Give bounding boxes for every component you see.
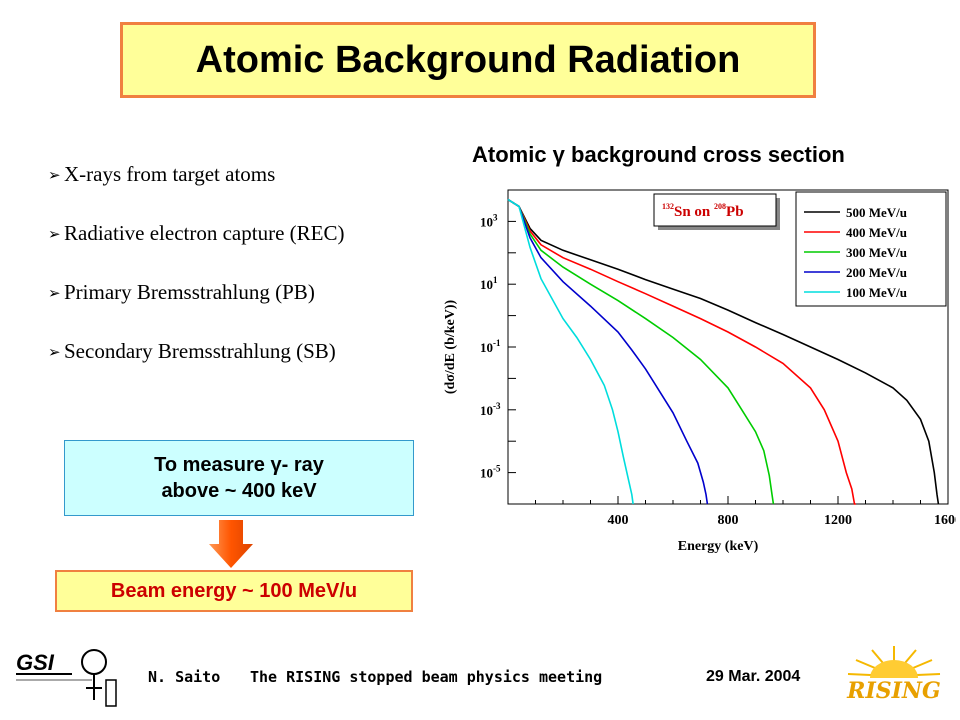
cross-section-chart: 132Sn on 208Pb 500 MeV/u 400 MeV/u 300 MeV… <box>443 189 956 554</box>
annotation-text: 132Sn on 208Pb <box>662 202 744 220</box>
bullet-item: ➢ Secondary Bremsstrahlung (SB) <box>48 335 438 368</box>
series-line-100 <box>507 198 634 505</box>
y-tick-label: 10-5 <box>480 464 501 481</box>
rising-logo: RISING <box>846 646 941 704</box>
legend-label: 100 MeV/u <box>846 285 907 300</box>
bullet-item: ➢ X-rays from target atoms <box>48 158 438 191</box>
x-tick-label: 400 <box>608 513 629 528</box>
measure-box: To measure γ- ray above ~ 400 keV <box>64 440 414 516</box>
x-axis-label: Energy (keV) <box>678 539 759 554</box>
bullet-item: ➢ Radiative electron capture (REC) <box>48 217 438 250</box>
annotation-box: 132Sn on 208Pb <box>653 193 780 230</box>
series-line-300 <box>507 198 775 505</box>
beam-energy-box: Beam energy ~ 100 MeV/u <box>55 570 413 612</box>
legend-frame <box>795 191 947 307</box>
beam-energy-text: Beam energy ~ 100 MeV/u <box>110 579 358 602</box>
y-tick-label: 10-3 <box>480 401 501 418</box>
title-box: Atomic Background Radiation <box>120 22 816 98</box>
bullet-text: Secondary Bremsstrahlung (SB) <box>64 339 336 363</box>
y-axis-label: (dσ/dE (b/keV)) <box>443 299 458 394</box>
bullet-item: ➢ Primary Bremsstrahlung (PB) <box>48 276 438 309</box>
series-line-200 <box>507 198 709 505</box>
measure-line-1: To measure γ- ray <box>154 454 324 476</box>
legend-label: 200 MeV/u <box>846 265 907 280</box>
down-arrow-icon <box>209 520 253 568</box>
bullet-list: ➢ X-rays from target atoms ➢ Radiative ele… <box>48 158 438 394</box>
arrow-bullet-icon: ➢ <box>48 167 61 184</box>
bullet-text: Primary Bremsstrahlung (PB) <box>64 280 315 304</box>
x-tick-label: 1600 <box>934 513 956 528</box>
arrow-bullet-icon: ➢ <box>48 285 61 302</box>
annotation-mass-sn: 132 <box>662 202 674 211</box>
annotation-mass-pb: 208 <box>714 202 726 211</box>
gsi-logo: GSI <box>16 649 117 707</box>
arrow-bullet-icon: ➢ <box>48 226 61 243</box>
y-tick-label: 101 <box>480 275 498 292</box>
annotation-sn: Sn on <box>674 204 714 220</box>
y-tick-label: 10-1 <box>480 338 501 355</box>
annotation-pb: Pb <box>726 204 744 220</box>
footer-date: 29 Mar. 2004 <box>706 668 801 685</box>
bullet-text: X-rays from target atoms <box>64 162 276 186</box>
legend-label: 400 MeV/u <box>846 225 907 240</box>
measure-line-2: above ~ 400 keV <box>161 480 317 502</box>
arrow-bullet-icon: ➢ <box>48 344 61 361</box>
footer-author: N. Saito <box>148 668 221 686</box>
bullet-text: Radiative electron capture (REC) <box>64 221 345 245</box>
rising-logo-text: RISING <box>846 678 941 704</box>
annotation-frame <box>653 193 777 227</box>
x-tick-label: 1200 <box>824 513 852 528</box>
series-line-500 <box>507 198 940 505</box>
legend-label: 300 MeV/u <box>846 245 907 260</box>
footer-meeting: The RISING stopped beam physics meeting <box>250 668 603 686</box>
x-tick-label: 800 <box>718 513 739 528</box>
y-tick-label: 103 <box>480 212 498 229</box>
slide-title: Atomic Background Radiation <box>195 38 741 81</box>
legend-label: 500 MeV/u <box>846 205 907 220</box>
legend: 500 MeV/u 400 MeV/u 300 MeV/u 200 MeV/u 100 … <box>795 191 947 307</box>
series-line-400 <box>507 198 856 505</box>
gsi-logo-text: GSI <box>16 650 55 675</box>
chart-title: Atomic γ background cross section <box>472 142 845 167</box>
